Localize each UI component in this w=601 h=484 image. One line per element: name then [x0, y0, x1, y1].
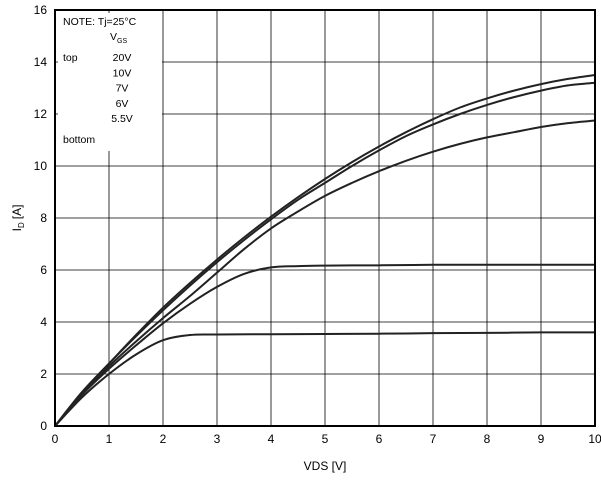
series-line-2 — [54, 81, 596, 427]
y-tick-label: 12 — [34, 107, 48, 121]
x-axis-label: VDS [V] — [304, 459, 347, 473]
series-line-4 — [54, 263, 596, 427]
legend-entry: 20V — [113, 52, 132, 64]
x-tick-label: 8 — [484, 432, 491, 446]
x-tick-label: 4 — [268, 432, 275, 446]
series-curves — [54, 74, 596, 427]
x-tick-label: 2 — [160, 432, 167, 446]
y-tick-label: 0 — [40, 419, 47, 433]
x-tick-label: 1 — [106, 432, 113, 446]
series-line-1 — [54, 74, 596, 427]
y-tick-label: 6 — [40, 263, 47, 277]
legend-header-main: V — [110, 31, 117, 43]
x-tick-label: 0 — [52, 432, 59, 446]
legend-header: VGS — [110, 31, 127, 45]
y-tick-label: 4 — [40, 315, 47, 329]
y-tick-label: 16 — [34, 3, 48, 17]
x-tick-label: 10 — [588, 432, 601, 446]
legend-header-sub: GS — [117, 38, 127, 45]
legend-bottom-label: bottom — [63, 134, 95, 146]
y-axis-label-unit: [A] — [10, 205, 24, 220]
x-tick-label: 6 — [376, 432, 383, 446]
series-line-5 — [54, 331, 596, 427]
y-axis-label: ID [A] — [10, 205, 26, 232]
x-tick-label: 3 — [214, 432, 221, 446]
x-tick-label: 9 — [538, 432, 545, 446]
legend-note: NOTE: Tj=25°C — [63, 16, 137, 28]
y-axis-label-sub: D — [17, 222, 26, 228]
legend-entry: 5.5V — [111, 113, 133, 125]
legend-entry: 6V — [116, 98, 129, 110]
x-tick-label: 5 — [322, 432, 329, 446]
legend-top-label: top — [63, 52, 78, 64]
plot-frame — [54, 9, 596, 427]
legend-entry: 7V — [116, 83, 129, 95]
legend-box — [58, 13, 162, 151]
y-axis-label-main: I — [10, 228, 24, 231]
legend-entries: 20V 10V 7V 6V 5.5V — [111, 52, 133, 125]
y-tick-label: 8 — [40, 211, 47, 225]
y-tick-label: 14 — [34, 55, 48, 69]
y-tick-label: 2 — [40, 367, 47, 381]
series-line-3 — [54, 119, 596, 427]
grid-lines — [55, 10, 595, 426]
legend-entry: 10V — [113, 67, 132, 79]
x-tick-label: 7 — [430, 432, 437, 446]
y-tick-label: 10 — [34, 159, 48, 173]
